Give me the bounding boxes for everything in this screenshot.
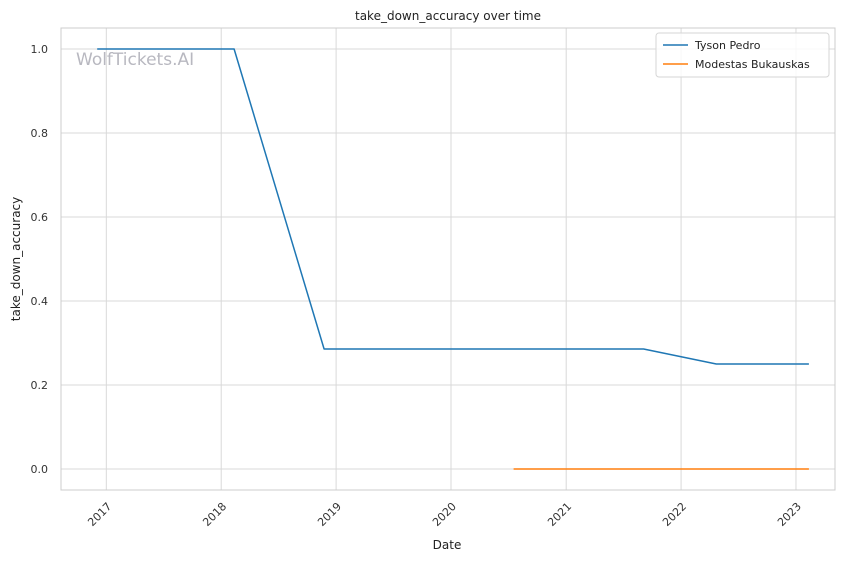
y-axis-label: take_down_accuracy xyxy=(9,197,23,321)
y-tick-label: 0.2 xyxy=(31,379,49,392)
plot-area xyxy=(61,28,835,490)
x-tick-label: 2022 xyxy=(660,500,689,529)
legend-label-modestas-bukauskas: Modestas Bukauskas xyxy=(695,58,810,71)
x-tick-label: 2021 xyxy=(545,500,574,529)
y-tick-label: 0.8 xyxy=(31,127,49,140)
chart-title: take_down_accuracy over time xyxy=(355,9,541,23)
x-tick-label: 2019 xyxy=(315,500,344,529)
x-axis-label: Date xyxy=(433,538,462,552)
y-tick-label: 1.0 xyxy=(31,43,49,56)
legend: Tyson Pedro Modestas Bukauskas xyxy=(655,32,830,78)
series-line-tyson-pedro xyxy=(97,48,809,365)
series-lines xyxy=(97,48,809,470)
plot-frame xyxy=(60,27,836,491)
x-tick-label: 2017 xyxy=(85,500,114,529)
x-tick-label: 2018 xyxy=(200,500,229,529)
y-tick-label: 0.4 xyxy=(31,295,49,308)
y-tick-label: 0.6 xyxy=(31,211,49,224)
legend-label-tyson-pedro: Tyson Pedro xyxy=(694,39,761,52)
x-tick-label: 2020 xyxy=(430,500,459,529)
legend-box xyxy=(655,32,830,78)
watermark-text: WolfTickets.AI xyxy=(76,50,194,70)
y-tick-label: 0.0 xyxy=(31,463,49,476)
x-tick-label: 2023 xyxy=(775,500,804,529)
